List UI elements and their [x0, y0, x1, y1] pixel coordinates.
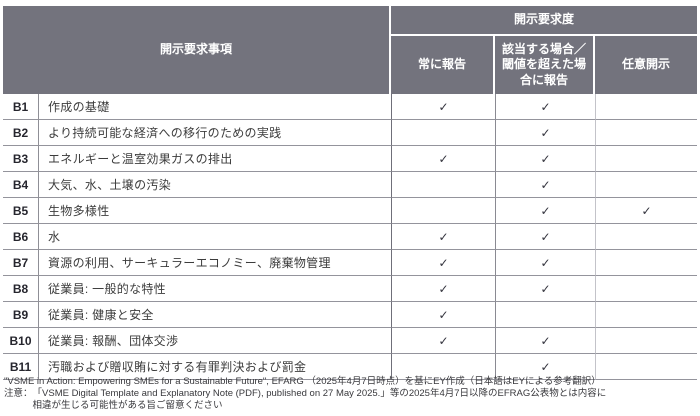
row-id: B8 — [3, 276, 39, 302]
header-sub-voluntary: 任意開示 — [595, 36, 698, 94]
caution-text: 「VSME Digital Template and Explanatory N… — [33, 388, 607, 412]
row-label: 汚職および贈収賄に対する有罪判決および罰金 — [39, 354, 392, 380]
check-cell — [595, 224, 698, 250]
check-cell: ✓ — [495, 276, 596, 302]
check-cell: ✓ — [495, 120, 596, 146]
row-id: B9 — [3, 302, 39, 328]
check-cell — [595, 250, 698, 276]
table-row: B11 汚職および贈収賄に対する有罪判決および罰金 ✓ — [3, 354, 698, 380]
check-cell: ✓ — [495, 94, 596, 120]
check-cell — [495, 302, 596, 328]
disclosure-requirements-table: 開示要求事項 開示要求度 常に報告 該当する場合／閾値を超えた場合に報告 任意開… — [3, 6, 698, 380]
row-id: B6 — [3, 224, 39, 250]
check-cell: ✓ — [495, 172, 596, 198]
footer-notes: "VSME in Action: Empowering SMEs for a S… — [4, 376, 698, 412]
row-id: B2 — [3, 120, 39, 146]
check-cell: ✓ — [495, 328, 596, 354]
table-row: B4 大気、水、土壌の汚染 ✓ — [3, 172, 698, 198]
check-cell: ✓ — [391, 250, 496, 276]
check-cell: ✓ — [595, 198, 698, 224]
table-row: B9 従業員: 健康と安全 ✓ — [3, 302, 698, 328]
check-cell: ✓ — [391, 146, 496, 172]
check-cell — [391, 120, 496, 146]
row-label: エネルギーと温室効果ガスの排出 — [39, 146, 392, 172]
row-id: B4 — [3, 172, 39, 198]
row-label: 従業員: 健康と安全 — [39, 302, 392, 328]
row-id: B11 — [3, 354, 39, 380]
table-row: B1 作成の基礎 ✓ ✓ — [3, 94, 698, 120]
check-cell — [391, 198, 496, 224]
caution-note: 注意： 「VSME Digital Template and Explanato… — [4, 388, 698, 412]
row-id: B5 — [3, 198, 39, 224]
check-cell: ✓ — [495, 224, 596, 250]
check-cell — [595, 120, 698, 146]
check-cell — [595, 172, 698, 198]
row-id: B10 — [3, 328, 39, 354]
check-cell — [595, 276, 698, 302]
header-sub-conditional: 該当する場合／閾値を超えた場合に報告 — [495, 36, 596, 94]
check-cell — [391, 172, 496, 198]
table-row: B3 エネルギーと温室効果ガスの排出 ✓ ✓ — [3, 146, 698, 172]
row-label: 大気、水、土壌の汚染 — [39, 172, 392, 198]
check-cell: ✓ — [495, 198, 596, 224]
source-line: "VSME in Action: Empowering SMEs for a S… — [4, 376, 601, 387]
row-label: 従業員: 報酬、団体交渉 — [39, 328, 392, 354]
caution-line-1: 「VSME Digital Template and Explanatory N… — [32, 388, 607, 399]
row-label: より持続可能な経済への移行のための実践 — [39, 120, 392, 146]
table-row: B8 従業員: 一般的な特性 ✓ ✓ — [3, 276, 698, 302]
row-label: 資源の利用、サーキュラーエコノミー、廃棄物管理 — [39, 250, 392, 276]
row-label: 従業員: 一般的な特性 — [39, 276, 392, 302]
check-cell — [595, 94, 698, 120]
check-cell: ✓ — [391, 276, 496, 302]
table-header: 開示要求事項 開示要求度 常に報告 該当する場合／閾値を超えた場合に報告 任意開… — [3, 6, 698, 94]
row-id: B1 — [3, 94, 39, 120]
table-row: B7 資源の利用、サーキュラーエコノミー、廃棄物管理 ✓ ✓ — [3, 250, 698, 276]
table-row: B2 より持続可能な経済への移行のための実践 ✓ — [3, 120, 698, 146]
header-group-col: 開示要求度 — [391, 6, 698, 36]
check-cell — [595, 302, 698, 328]
caution-label: 注意： — [4, 388, 33, 399]
check-cell — [391, 354, 496, 380]
row-id: B7 — [3, 250, 39, 276]
row-label: 作成の基礎 — [39, 94, 392, 120]
check-cell: ✓ — [391, 302, 496, 328]
check-cell — [595, 354, 698, 380]
row-label: 生物多様性 — [39, 198, 392, 224]
table-row: B6 水 ✓ ✓ — [3, 224, 698, 250]
header-sub-always: 常に報告 — [391, 36, 496, 94]
check-cell: ✓ — [495, 354, 596, 380]
check-cell — [595, 328, 698, 354]
check-cell: ✓ — [495, 146, 596, 172]
check-cell: ✓ — [391, 94, 496, 120]
row-label: 水 — [39, 224, 392, 250]
table-row: B5 生物多様性 ✓ ✓ — [3, 198, 698, 224]
header-items-col: 開示要求事項 — [3, 6, 392, 94]
check-cell — [595, 146, 698, 172]
check-cell: ✓ — [495, 250, 596, 276]
caution-line-2: 相違が生じる可能性がある旨ご留意ください — [32, 400, 223, 411]
check-cell: ✓ — [391, 224, 496, 250]
table-body: B1 作成の基礎 ✓ ✓ B2 より持続可能な経済への移行のための実践 ✓ B3… — [3, 94, 698, 380]
check-cell: ✓ — [391, 328, 496, 354]
row-id: B3 — [3, 146, 39, 172]
disclosure-table-wrap: 開示要求事項 開示要求度 常に報告 該当する場合／閾値を超えた場合に報告 任意開… — [3, 6, 698, 380]
table-row: B10 従業員: 報酬、団体交渉 ✓ ✓ — [3, 328, 698, 354]
